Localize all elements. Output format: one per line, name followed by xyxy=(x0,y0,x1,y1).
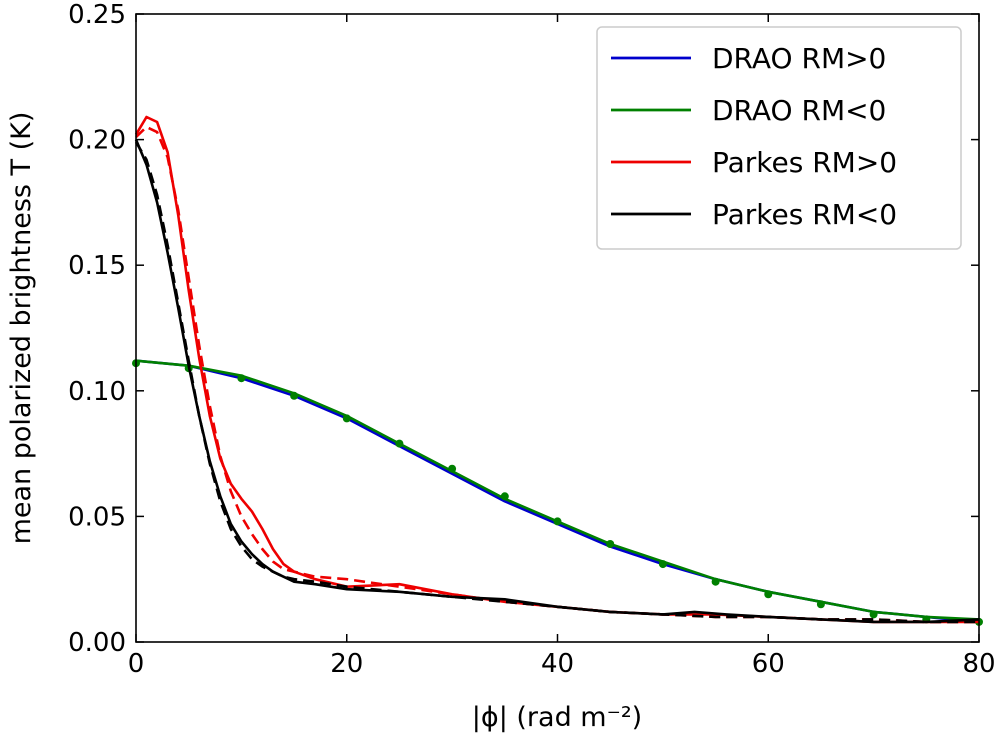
data-point xyxy=(500,492,509,501)
data-point xyxy=(290,391,299,400)
legend-item: DRAO RM<0 xyxy=(611,94,886,127)
legend-label: Parkes RM>0 xyxy=(712,146,897,179)
data-point xyxy=(816,600,825,609)
y-tick-label: 0.00 xyxy=(68,628,126,658)
data-point xyxy=(869,610,878,619)
y-tick-label: 0.25 xyxy=(68,0,126,30)
x-axis-label: |ϕ| (rad m⁻²) xyxy=(472,702,642,733)
legend-label: DRAO RM<0 xyxy=(712,94,886,127)
y-tick-label: 0.10 xyxy=(68,377,126,407)
series-1-line xyxy=(135,359,980,621)
x-tick-label: 40 xyxy=(541,649,574,679)
data-point xyxy=(553,517,562,526)
data-point xyxy=(448,464,457,473)
data-point xyxy=(342,414,351,423)
data-point xyxy=(395,439,404,448)
data-point xyxy=(764,590,773,599)
series-layer xyxy=(132,115,983,626)
legend-item: Parkes RM>0 xyxy=(611,146,897,179)
data-point xyxy=(658,560,667,569)
x-tick-label: 80 xyxy=(962,649,995,679)
series-4-line xyxy=(135,125,979,624)
legend-item: DRAO RM>0 xyxy=(611,42,886,75)
legend-frame xyxy=(596,26,962,250)
series-0-line xyxy=(135,359,980,624)
series-2-markers xyxy=(132,359,983,626)
x-tick-label: 0 xyxy=(128,649,145,679)
legend-label: Parkes RM<0 xyxy=(712,198,897,231)
legend: DRAO RM>0 DRAO RM<0 Parkes RM>0 Parkes RM<0 xyxy=(596,26,962,250)
data-point xyxy=(237,374,246,383)
series-6-line xyxy=(134,141,979,624)
ticks-layer: 0 20 40 60 80 0.00 0.05 0.10 0.15 0.20 0.25 xyxy=(68,0,995,679)
data-point xyxy=(711,577,720,586)
legend-item: Parkes RM<0 xyxy=(611,198,897,231)
legend-label: DRAO RM>0 xyxy=(712,42,886,75)
y-tick-label: 0.05 xyxy=(68,502,126,532)
legend-entries: DRAO RM>0 DRAO RM<0 Parkes RM>0 Parkes RM<0 xyxy=(611,42,897,231)
x-tick-label: 60 xyxy=(752,649,785,679)
y-tick-label: 0.15 xyxy=(68,251,126,281)
x-tick-label: 20 xyxy=(330,649,363,679)
data-point xyxy=(606,540,615,548)
y-axis-label: mean polarized brightness T (K) xyxy=(6,112,37,545)
y-tick-label: 0.20 xyxy=(68,126,126,156)
